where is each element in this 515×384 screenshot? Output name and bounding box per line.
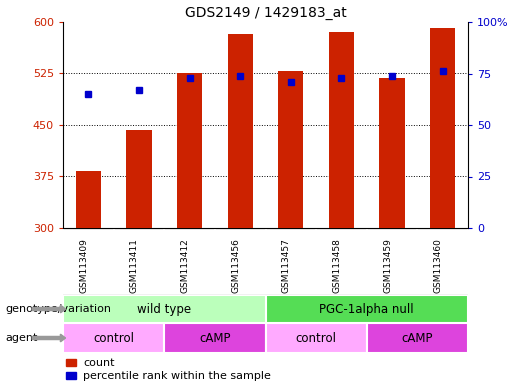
Text: genotype/variation: genotype/variation [5,304,111,314]
Text: control: control [93,331,134,344]
Bar [126,130,151,228]
Bar [63,295,266,323]
Bar [329,32,354,228]
Bar [177,73,202,228]
Text: control: control [296,331,337,344]
Text: GSM113409: GSM113409 [79,238,88,293]
Bar [266,295,468,323]
Text: count: count [83,358,114,367]
Text: GSM113456: GSM113456 [231,238,240,293]
Bar [228,34,253,228]
Title: GDS2149 / 1429183_at: GDS2149 / 1429183_at [184,6,347,20]
Text: wild type: wild type [137,303,191,316]
Text: PGC-1alpha null: PGC-1alpha null [319,303,414,316]
Text: GSM113412: GSM113412 [181,238,190,293]
Bar [65,359,76,366]
Text: cAMP: cAMP [199,331,231,344]
Bar [266,323,367,353]
Text: GSM113460: GSM113460 [434,238,443,293]
Bar [367,323,468,353]
Bar [76,171,101,228]
Text: agent: agent [5,333,38,343]
Bar [164,323,266,353]
Bar [430,28,455,228]
Text: GSM113411: GSM113411 [130,238,139,293]
Text: GSM113459: GSM113459 [383,238,392,293]
Text: GSM113457: GSM113457 [282,238,291,293]
Text: percentile rank within the sample: percentile rank within the sample [83,371,271,381]
Bar [65,372,76,379]
Text: GSM113458: GSM113458 [333,238,341,293]
Bar [278,71,303,228]
Text: cAMP: cAMP [402,331,433,344]
Bar [63,323,164,353]
Bar [380,78,405,228]
